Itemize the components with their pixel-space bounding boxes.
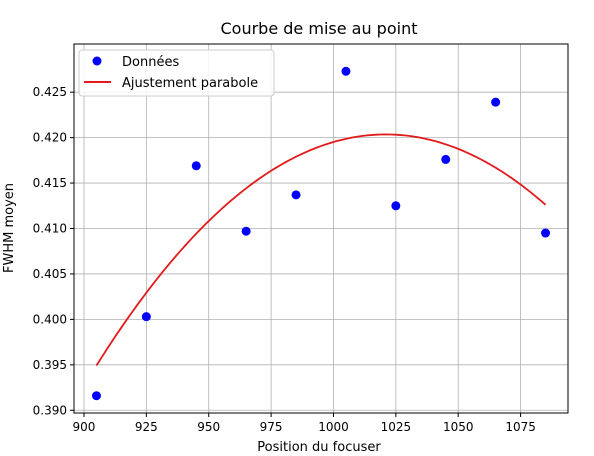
data-point <box>241 226 251 236</box>
y-tick-label: 0.390 <box>33 403 67 417</box>
y-tick-label: 0.405 <box>33 267 67 281</box>
y-tick-label: 0.425 <box>33 85 67 99</box>
data-point <box>541 228 551 238</box>
data-point <box>441 154 451 164</box>
data-point <box>491 97 501 107</box>
legend-label-donnees: Données <box>122 55 179 70</box>
data-point <box>291 190 301 200</box>
y-tick-label: 0.420 <box>33 131 67 145</box>
x-tick-label: 1025 <box>381 420 412 434</box>
y-axis-label: FWHM moyen <box>2 183 17 273</box>
chart-title: Courbe de mise au point <box>221 19 418 38</box>
x-axis-ticks: 900 925 950 975 1000 1025 1050 1075 <box>73 413 536 434</box>
x-tick-label: 1000 <box>318 420 349 434</box>
x-tick-label: 1050 <box>443 420 474 434</box>
y-tick-label: 0.415 <box>33 176 67 190</box>
x-tick-label: 925 <box>135 420 158 434</box>
y-tick-label: 0.400 <box>33 312 67 326</box>
data-point <box>191 161 201 171</box>
legend: Données Ajustement parabole <box>78 49 275 97</box>
x-tick-label: 975 <box>260 420 283 434</box>
data-points-group <box>91 66 551 401</box>
y-tick-label: 0.395 <box>33 358 67 372</box>
x-tick-label: 950 <box>197 420 220 434</box>
legend-label-fit: Ajustement parabole <box>122 76 258 91</box>
y-tick-label: 0.410 <box>33 222 67 236</box>
x-tick-label: 1075 <box>505 420 536 434</box>
legend-marker-donnees <box>92 56 102 66</box>
fit-line-group <box>95 133 547 367</box>
legend-box <box>78 49 275 97</box>
fit-line <box>95 133 547 367</box>
data-point <box>141 312 151 322</box>
grid <box>74 44 568 413</box>
data-point <box>391 201 401 211</box>
x-tick-label: 900 <box>73 420 96 434</box>
data-point <box>341 66 351 76</box>
data-point <box>91 391 101 401</box>
y-axis-ticks: 0.390 0.395 0.400 0.405 0.410 0.415 0.420 0.425 <box>33 85 74 417</box>
x-axis-label: Position du focuser <box>257 440 381 455</box>
